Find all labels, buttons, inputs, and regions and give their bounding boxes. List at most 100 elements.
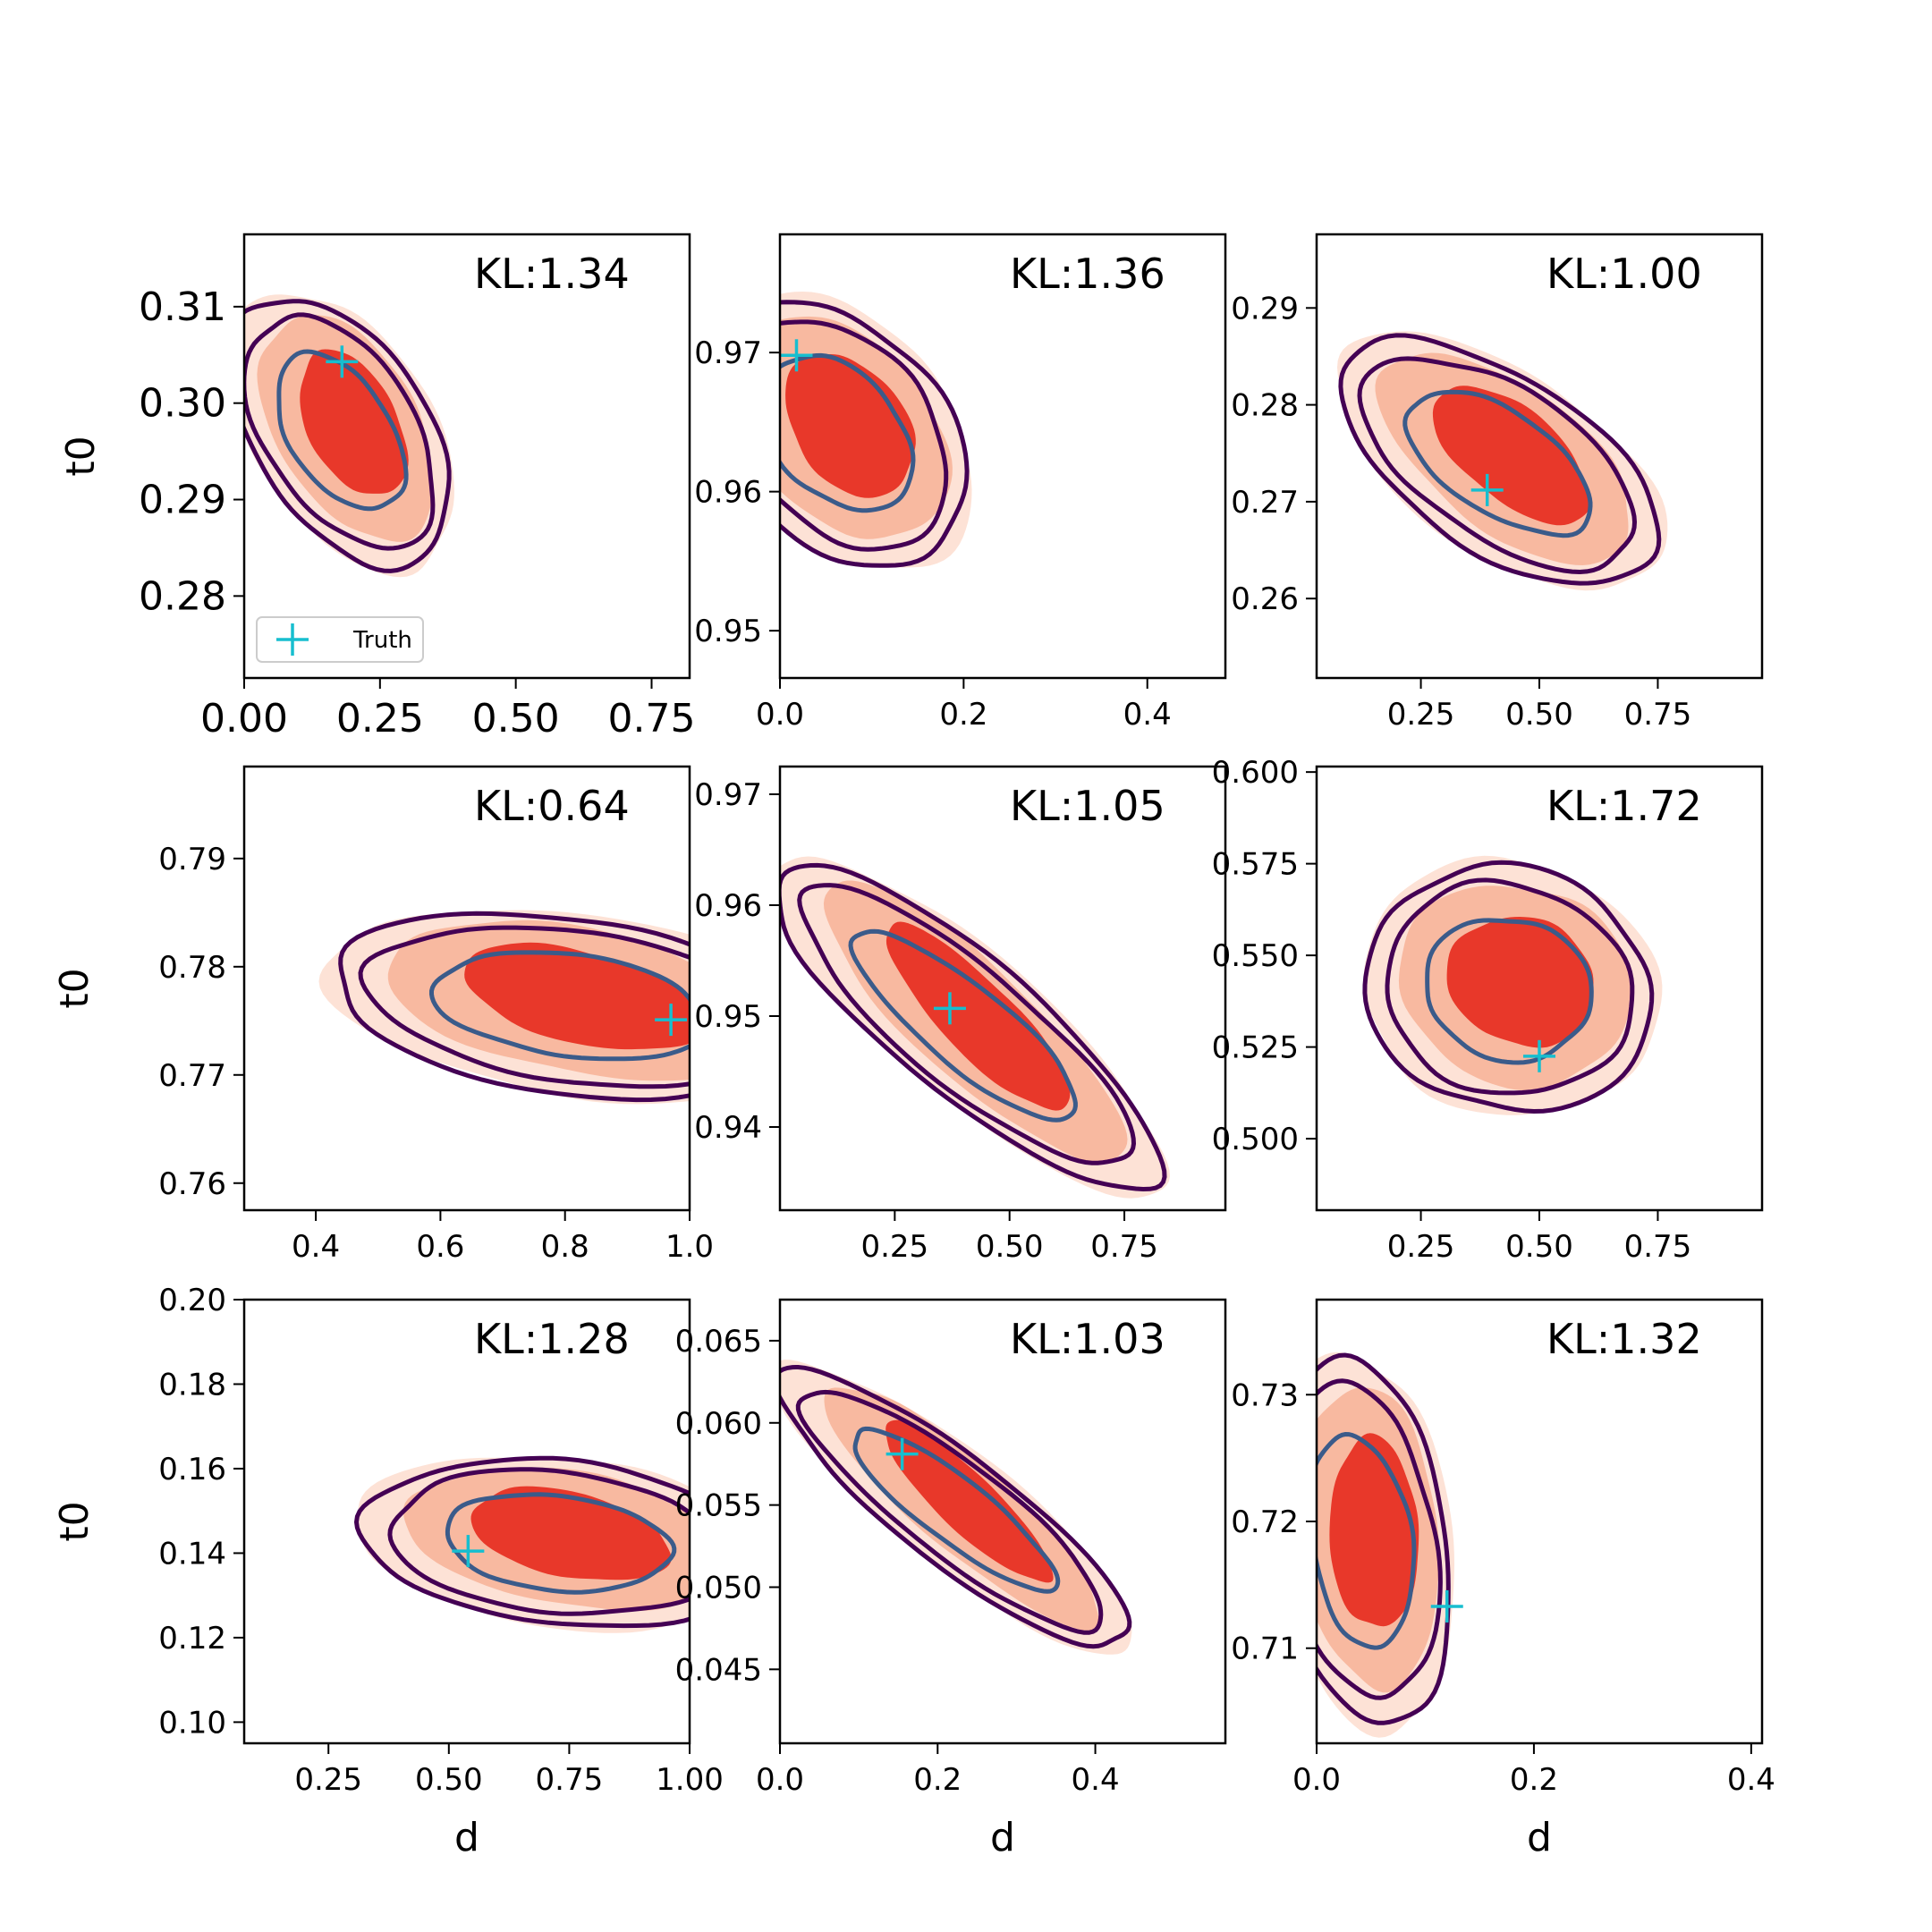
kl-annotation: KL:1.00 bbox=[1546, 250, 1702, 298]
kl-annotation: KL:0.64 bbox=[474, 782, 630, 830]
y-tick-label: 0.29 bbox=[139, 478, 226, 523]
axes-frame bbox=[778, 765, 1227, 1212]
contour-line-2 bbox=[387, 1467, 690, 1616]
legend-truth-marker bbox=[276, 623, 309, 656]
x-tick-label: 0.0 bbox=[756, 1762, 804, 1798]
y-tick-label: 0.575 bbox=[1212, 847, 1299, 883]
contour-line-2 bbox=[780, 319, 949, 552]
contour-line-3 bbox=[1402, 389, 1593, 538]
y-tick-label: 0.16 bbox=[158, 1452, 226, 1487]
y-tick-label: 0.060 bbox=[675, 1406, 762, 1442]
x-axis-label: d bbox=[454, 1815, 479, 1860]
x-tick-label: 0.4 bbox=[292, 1229, 340, 1265]
truth-marker bbox=[452, 1535, 485, 1568]
subplot-row3-col2: 0.0 0.2 0.4 0.045 0.050 0.055 0.060 0.065 KL:1.0… bbox=[675, 1298, 1227, 1860]
x-tick-label: 0.50 bbox=[1505, 697, 1573, 733]
x-tick-label: 0.75 bbox=[1624, 1229, 1692, 1265]
contour-line-3 bbox=[1317, 1431, 1417, 1650]
contour-line-3 bbox=[848, 928, 1078, 1123]
subplot-row1-col1: 0.00 0.25 0.50 0.75 0.28 0.29 0.30 0.31 KL:1.34 t… bbox=[58, 233, 696, 741]
kl-annotation: KL:1.36 bbox=[1010, 250, 1165, 298]
subplot-row2-col1: 0.4 0.6 0.8 1.0 0.76 0.77 0.78 0.79 KL:0.64 t0 bbox=[52, 765, 714, 1265]
y-tick-label: 0.550 bbox=[1212, 938, 1299, 974]
contour-line-3 bbox=[1425, 918, 1594, 1065]
y-tick-label: 0.78 bbox=[158, 950, 226, 986]
y-tick-label: 0.26 bbox=[1231, 581, 1299, 617]
y-tick-label: 0.76 bbox=[158, 1166, 226, 1202]
x-tick-label: 0.4 bbox=[1727, 1762, 1775, 1798]
subplot-row3-col3: 0.0 0.2 0.4 0.71 0.72 0.73 KL:1.32 d bbox=[1231, 1298, 1775, 1860]
axes-frame bbox=[242, 233, 691, 680]
density-fill-level-3 bbox=[1446, 917, 1594, 1048]
x-tick-label: 0.50 bbox=[472, 696, 560, 741]
x-tick-label: 0.25 bbox=[1387, 697, 1455, 733]
x-tick-label: 0.4 bbox=[1123, 697, 1172, 733]
x-axis-label: d bbox=[1527, 1815, 1552, 1860]
truth-marker bbox=[1430, 1589, 1463, 1623]
contour-line-3 bbox=[780, 352, 916, 513]
kl-annotation: KL:1.03 bbox=[1010, 1315, 1165, 1363]
density-fill-level-3 bbox=[886, 921, 1071, 1111]
y-tick-label: 0.600 bbox=[1212, 755, 1299, 791]
y-tick-label: 0.045 bbox=[675, 1652, 762, 1688]
axes-frame bbox=[778, 1298, 1227, 1745]
legend-box bbox=[256, 616, 424, 663]
axes-frame bbox=[242, 765, 691, 1212]
kl-annotation: KL:1.32 bbox=[1546, 1315, 1702, 1363]
y-tick-label: 0.12 bbox=[158, 1621, 226, 1657]
contour-line-2 bbox=[797, 883, 1137, 1165]
contour-line-1 bbox=[244, 299, 452, 573]
x-tick-label: 0.25 bbox=[336, 696, 424, 741]
x-tick-label: 0.25 bbox=[1387, 1229, 1455, 1265]
kl-annotation: KL:1.05 bbox=[1010, 782, 1165, 830]
truth-marker bbox=[655, 1004, 688, 1037]
x-tick-label: 0.00 bbox=[200, 696, 288, 741]
y-tick-label: 0.18 bbox=[158, 1367, 226, 1402]
x-tick-label: 0.4 bbox=[1072, 1762, 1120, 1798]
y-tick-label: 0.28 bbox=[1231, 388, 1299, 424]
contour-line-2 bbox=[244, 312, 436, 551]
contour-line-3 bbox=[852, 1426, 1061, 1594]
subplot-row2-col2: 0.25 0.50 0.75 0.94 0.95 0.96 0.97 KL:1.05 bbox=[694, 765, 1227, 1265]
kl-annotation: KL:1.28 bbox=[474, 1315, 630, 1363]
y-tick-label: 0.96 bbox=[694, 888, 762, 924]
contour-line-2 bbox=[795, 1389, 1104, 1635]
y-tick-label: 0.27 bbox=[1231, 485, 1299, 521]
legend: Truth bbox=[256, 616, 424, 663]
contour-line-3 bbox=[445, 1492, 677, 1595]
contour-line-2 bbox=[358, 925, 690, 1089]
truth-marker bbox=[1470, 473, 1504, 506]
x-tick-label: 0.50 bbox=[976, 1229, 1044, 1265]
axes-frame bbox=[778, 233, 1227, 680]
density-fill-level-3 bbox=[464, 942, 690, 1050]
legend-label: Truth bbox=[352, 627, 412, 654]
contour-line-3 bbox=[276, 349, 409, 512]
density-fill-level-3 bbox=[300, 349, 409, 494]
x-tick-label: 0.50 bbox=[1505, 1229, 1573, 1265]
y-tick-label: 0.97 bbox=[694, 777, 762, 813]
y-tick-label: 0.95 bbox=[694, 999, 762, 1035]
x-tick-label: 0.2 bbox=[1510, 1762, 1558, 1798]
truth-marker bbox=[933, 992, 966, 1025]
contour-line-1 bbox=[1362, 860, 1655, 1114]
y-tick-label: 0.77 bbox=[158, 1058, 226, 1094]
y-axis-label: t0 bbox=[52, 1501, 97, 1541]
y-tick-label: 0.14 bbox=[158, 1536, 226, 1572]
subplot-row1-col2: 0.0 0.2 0.4 0.95 0.96 0.97 KL:1.36 bbox=[694, 233, 1227, 733]
x-tick-label: 0.75 bbox=[608, 696, 696, 741]
x-tick-label: 0.6 bbox=[416, 1229, 464, 1265]
density-fill-level-3 bbox=[886, 1419, 1054, 1583]
x-tick-label: 0.50 bbox=[415, 1762, 483, 1798]
contour-line-3 bbox=[429, 950, 690, 1062]
subplot-row1-col3: 0.25 0.50 0.75 0.26 0.27 0.28 0.29 KL:1.00 bbox=[1231, 233, 1764, 733]
y-tick-label: 0.72 bbox=[1231, 1504, 1299, 1540]
x-tick-label: 0.75 bbox=[1624, 697, 1692, 733]
contour-line-1 bbox=[780, 862, 1167, 1192]
x-tick-label: 0.8 bbox=[541, 1229, 589, 1265]
contour-line-1 bbox=[780, 300, 970, 568]
y-tick-label: 0.94 bbox=[694, 1110, 762, 1146]
y-tick-label: 0.73 bbox=[1231, 1377, 1299, 1413]
y-tick-label: 0.71 bbox=[1231, 1631, 1299, 1667]
density-fill-level-3 bbox=[785, 354, 916, 498]
